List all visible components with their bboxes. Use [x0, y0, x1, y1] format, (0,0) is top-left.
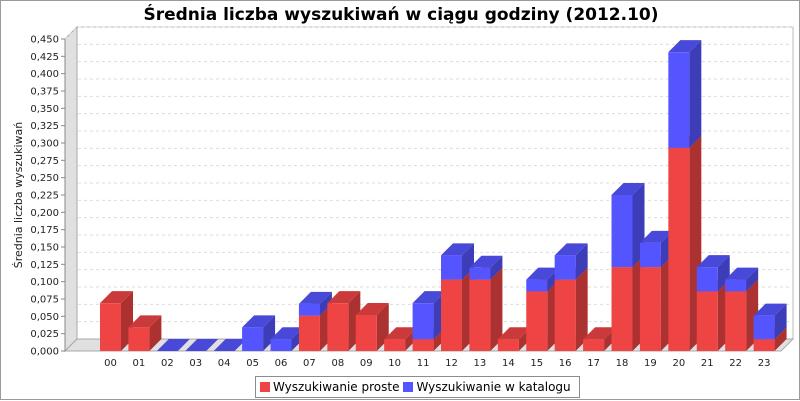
bar-simple-00	[100, 291, 133, 351]
bar-simple-16	[554, 267, 588, 351]
y-tick-label: 0,325	[30, 121, 59, 132]
x-tick-label: 22	[729, 358, 742, 369]
x-tick-label: 05	[246, 358, 259, 369]
y-tick-label: 0,025	[30, 329, 59, 340]
x-tick-label: 21	[701, 358, 714, 369]
bar-simple-08	[327, 291, 361, 351]
bar-catalog-18	[611, 183, 645, 268]
x-tick-label: 10	[388, 358, 401, 369]
bar-simple-18	[611, 255, 645, 351]
gridline	[64, 199, 793, 213]
gridline	[64, 26, 793, 40]
x-tick-label: 14	[502, 358, 515, 369]
y-tick-label: 0,000	[30, 347, 59, 358]
gridline	[64, 165, 793, 179]
x-tick-label: 18	[616, 358, 629, 369]
y-tick-label: 0,300	[30, 139, 59, 150]
x-tick-label: 01	[133, 358, 146, 369]
y-tick-label: 0,075	[30, 295, 59, 306]
x-tick-label: 08	[331, 358, 344, 369]
gridline	[64, 147, 793, 161]
x-tick-label: 09	[360, 358, 373, 369]
y-tick-label: 0,350	[30, 104, 59, 115]
x-tick-label: 20	[672, 358, 685, 369]
bar-simple-20	[668, 135, 702, 351]
y-tick-label: 0,275	[30, 156, 59, 167]
x-tick-label: 17	[587, 358, 600, 369]
x-tick-label: 12	[445, 358, 458, 369]
legend-item-catalog: Wyszukiwanie w katalogu	[403, 380, 571, 394]
y-tick-label: 0,100	[30, 277, 59, 288]
y-tick-label: 0,200	[30, 208, 59, 219]
legend: Wyszukiwanie proste Wyszukiwanie w katal…	[255, 376, 580, 398]
legend-item-simple: Wyszukiwanie proste	[260, 380, 399, 394]
legend-label-simple: Wyszukiwanie proste	[273, 380, 400, 394]
gridline	[64, 251, 793, 265]
y-tick-label: 0,375	[30, 87, 59, 98]
bar-zero-04	[213, 339, 247, 351]
bar-catalog-22	[725, 267, 759, 292]
y-tick-label: 0,250	[30, 173, 59, 184]
gridline	[64, 113, 793, 127]
y-tick-label: 0,225	[30, 191, 59, 202]
bar-simple-01	[128, 315, 162, 351]
y-tick-label: 0,050	[30, 312, 59, 323]
gridline	[64, 217, 793, 231]
bar-simple-13	[469, 267, 503, 351]
legend-label-catalog: Wyszukiwanie w katalogu	[416, 380, 571, 394]
bar-catalog-07	[298, 291, 332, 316]
x-tick-label: 23	[758, 358, 771, 369]
gridline	[64, 95, 793, 109]
y-tick-label: 0,150	[30, 243, 59, 254]
y-tick-label: 0,425	[30, 52, 59, 63]
gridline	[64, 234, 793, 248]
x-tick-label: 00	[104, 358, 117, 369]
x-tick-label: 16	[559, 358, 572, 369]
x-tick-label: 04	[218, 358, 231, 369]
bar-simple-19	[639, 255, 673, 351]
gridline	[64, 182, 793, 196]
bar-zero-03	[185, 339, 219, 351]
bar-simple-12	[441, 267, 474, 351]
y-tick-label: 0,400	[30, 69, 59, 80]
bar-simple-09	[355, 302, 389, 351]
bar-catalog-05	[242, 315, 276, 351]
gridline	[64, 43, 793, 57]
bar-catalog-11	[412, 291, 446, 340]
y-tick-label: 0,450	[30, 35, 59, 46]
gridline	[64, 61, 793, 75]
bar-catalog-20	[668, 40, 702, 148]
x-tick-label: 03	[189, 358, 202, 369]
x-tick-label: 07	[303, 358, 316, 369]
x-tick-label: 06	[275, 358, 288, 369]
bar-catalog-13	[469, 255, 503, 280]
gridline	[64, 130, 793, 144]
x-tick-label: 11	[417, 358, 430, 369]
bar-catalog-16	[554, 243, 588, 280]
y-tick-label: 0,125	[30, 260, 59, 271]
x-tick-label: 15	[530, 358, 543, 369]
gridline	[64, 78, 793, 92]
x-tick-label: 02	[161, 358, 174, 369]
y-tick-label: 0,175	[30, 225, 59, 236]
x-tick-label: 13	[474, 358, 487, 369]
legend-swatch-catalog	[403, 382, 414, 392]
bar-zero-02	[156, 339, 190, 351]
x-tick-label: 19	[644, 358, 657, 369]
bar-catalog-23	[753, 303, 787, 340]
legend-swatch-simple	[260, 382, 270, 392]
y-axis-title: Średnia liczba wyszukiwań	[12, 122, 25, 269]
chart-title: Średnia liczba wyszukiwań w ciągu godzin…	[143, 5, 659, 25]
